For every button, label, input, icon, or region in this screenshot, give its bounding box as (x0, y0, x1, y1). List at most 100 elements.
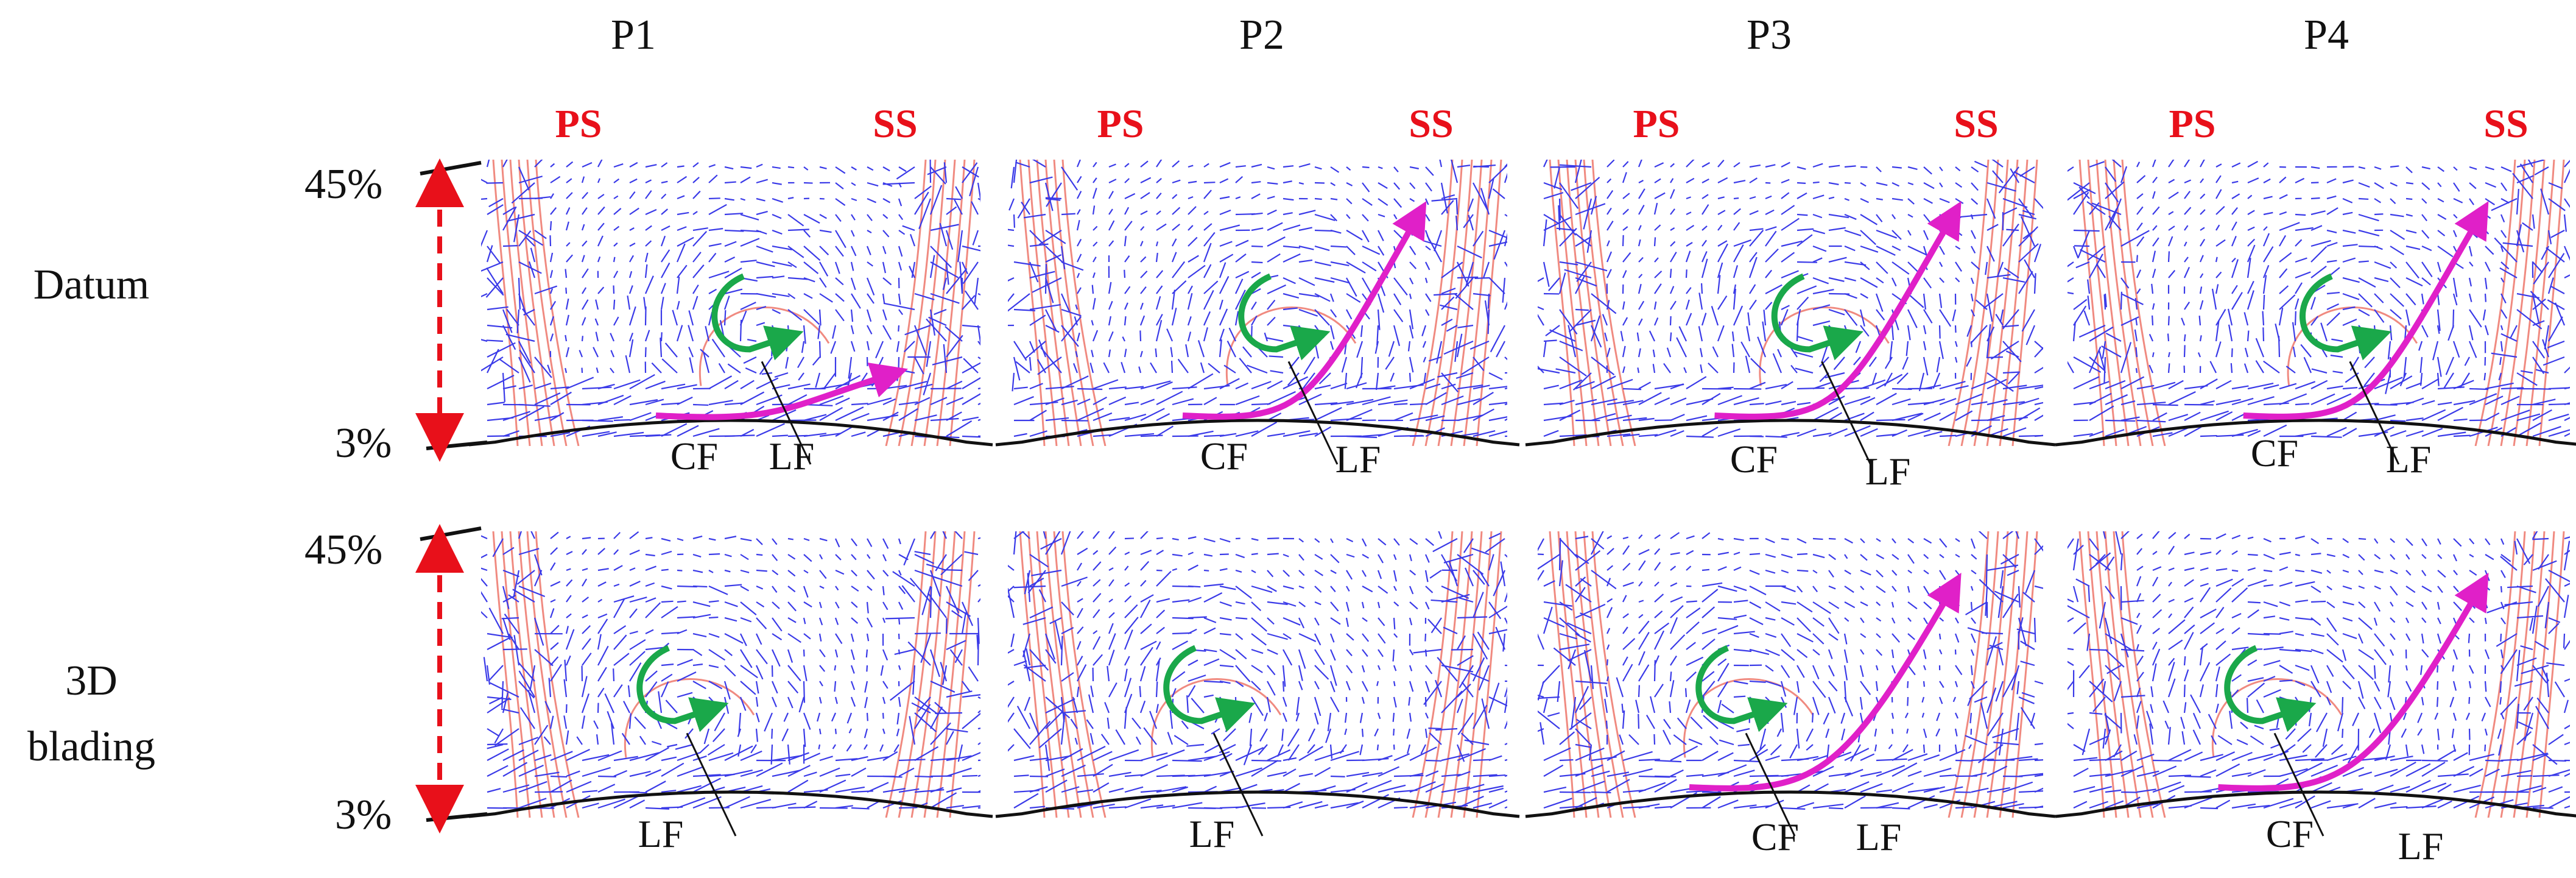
velocity-vector (1622, 161, 1629, 168)
velocity-vector (1686, 196, 1691, 200)
velocity-vector (481, 293, 488, 297)
velocity-vector (488, 198, 504, 208)
velocity-vector (1749, 210, 1759, 216)
velocity-vector (677, 264, 688, 278)
velocity-vector (2269, 728, 2280, 731)
velocity-vector (2263, 226, 2268, 231)
velocity-vector (882, 214, 889, 219)
velocity-vector (1203, 807, 1223, 809)
velocity-vector (613, 625, 627, 634)
velocity-vector (2018, 617, 2027, 646)
velocity-vector (1538, 538, 1544, 551)
velocity-vector (1024, 570, 1031, 595)
velocity-vector (1701, 313, 1707, 326)
velocity-vector (2136, 576, 2142, 587)
velocity-vector (1140, 600, 1151, 618)
velocity-vector (1876, 554, 1885, 559)
velocity-vector (2200, 769, 2217, 777)
velocity-vector (1346, 214, 1351, 219)
velocity-vector (1701, 258, 1708, 278)
velocity-vector (1669, 671, 1672, 682)
velocity-vector (1654, 283, 1662, 294)
velocity-vector (2373, 665, 2376, 679)
velocity-vector (1955, 166, 1961, 172)
velocity-vector (1923, 412, 1941, 422)
velocity-vector (1330, 775, 1345, 777)
velocity-vector (977, 742, 980, 745)
velocity-vector (1571, 182, 1592, 191)
velocity-vector (1717, 196, 1725, 200)
velocity-vector (582, 386, 612, 390)
velocity-vector (566, 613, 572, 618)
velocity-vector (1970, 293, 1974, 302)
velocity-vector (866, 246, 871, 255)
velocity-vector (1844, 795, 1866, 809)
velocity-vector (835, 214, 842, 222)
velocity-vector (830, 341, 837, 354)
velocity-vector (2540, 188, 2550, 215)
velocity-vector (1013, 531, 1025, 539)
velocity-vector (1188, 225, 1194, 231)
velocity-vector (660, 681, 669, 698)
velocity-vector (708, 243, 722, 247)
streamline-ss (1450, 160, 1483, 446)
velocity-vector (1986, 636, 1997, 666)
velocity-vector (2295, 403, 2310, 406)
velocity-vector (1653, 202, 1658, 215)
velocity-vector (1329, 681, 1336, 693)
velocity-vector (2184, 791, 2212, 793)
velocity-vector (2136, 625, 2142, 634)
velocity-vector (2564, 724, 2570, 729)
velocity-vector (2532, 426, 2561, 437)
velocity-vector (977, 728, 980, 730)
velocity-vector (882, 230, 890, 238)
velocity-vector (1504, 693, 1507, 713)
velocity-vector (2532, 409, 2552, 421)
streamline-ss (910, 531, 946, 818)
velocity-vector (1717, 617, 1737, 620)
velocity-vector (2295, 632, 2304, 636)
velocity-vector (597, 160, 603, 168)
velocity-vector (1016, 706, 1030, 729)
velocity-vector (1393, 665, 1397, 671)
velocity-vector (2485, 538, 2491, 545)
velocity-vector (1559, 731, 1575, 745)
velocity-vector (2240, 721, 2248, 729)
velocity-vector (2358, 570, 2363, 575)
velocity-vector (1663, 718, 1671, 729)
velocity-vector (2342, 411, 2357, 421)
velocity-vector (2390, 261, 2398, 269)
velocity-vector (2326, 681, 2332, 693)
velocity-vector (2263, 211, 2273, 216)
velocity-vector (1765, 680, 1782, 687)
velocity-vector (1860, 293, 1868, 299)
velocity-vector (1578, 696, 1592, 710)
velocity-vector (692, 796, 722, 809)
velocity-vector (1860, 771, 1882, 777)
velocity-vector (2469, 182, 2477, 189)
velocity-vector (2000, 554, 2019, 565)
velocity-vector (1362, 794, 1389, 809)
velocity-vector (2279, 617, 2290, 621)
velocity-vector (1812, 194, 1825, 200)
velocity-vector (1663, 729, 1671, 745)
velocity-vector (581, 317, 586, 326)
velocity-vector (628, 271, 633, 278)
velocity-vector (2018, 586, 2021, 608)
velocity-vector (1378, 213, 1385, 218)
velocity-vector (819, 779, 846, 793)
velocity-vector (1393, 586, 1397, 592)
velocity-vector (1538, 277, 1544, 282)
velocity-vector (2263, 553, 2275, 560)
velocity-vector (946, 601, 971, 617)
velocity-vector (2532, 665, 2547, 684)
velocity-vector (1939, 786, 1963, 793)
velocity-vector (2002, 802, 2024, 809)
velocity-vector (2168, 270, 2176, 278)
velocity-vector (1781, 305, 1790, 310)
velocity-vector (1077, 656, 1083, 666)
velocity-vector (1568, 309, 1592, 333)
velocity-vector (1717, 799, 1739, 809)
velocity-vector (1843, 665, 1848, 681)
velocity-vector (1670, 655, 1677, 666)
